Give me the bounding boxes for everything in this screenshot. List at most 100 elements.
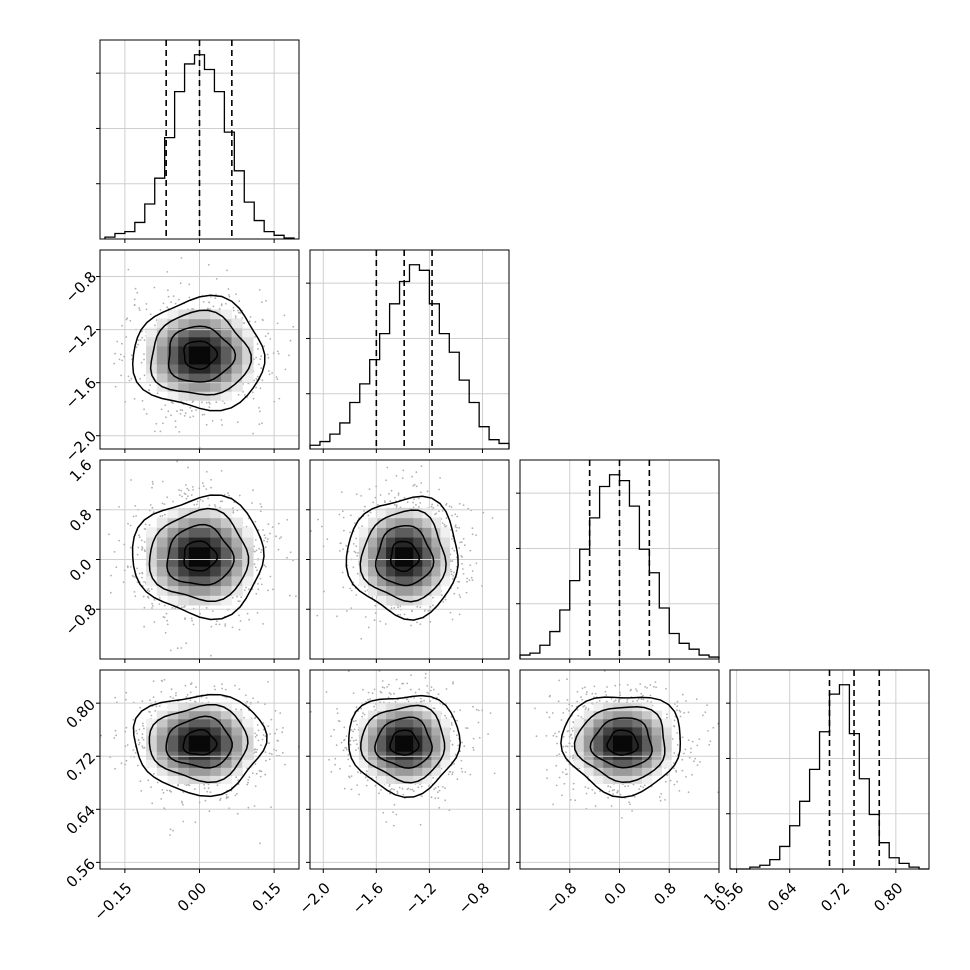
density-bin [146,336,158,347]
scatter-point [130,566,132,568]
scatter-point [123,543,126,546]
scatter-point [354,719,357,722]
scatter-point [248,320,251,323]
scatter-point [388,683,390,686]
density-bin [422,595,432,606]
scatter-point [444,787,446,789]
scatter-point [419,606,422,609]
scatter-point [155,422,158,425]
scatter-point [444,525,446,528]
scatter-point [148,590,151,592]
density-bin [178,507,190,519]
scatter-point [362,688,364,691]
scatter-point [256,343,259,345]
scatter-point [286,518,289,521]
scatter-point [364,505,366,508]
density-bin [413,537,423,548]
scatter-point [113,551,116,553]
scatter-point [343,726,346,729]
density-bin [167,775,179,784]
scatter-point [204,799,207,802]
scatter-point [225,793,228,796]
scatter-point [219,797,222,800]
density-bin [188,382,201,392]
density-bin [231,556,243,567]
scatter-point [140,361,143,364]
scatter-point [188,296,191,299]
density-bin [386,595,396,606]
scatter-point [218,623,221,626]
scatter-point [138,728,141,731]
scatter-point [379,494,382,496]
scatter-point [455,529,458,532]
scatter-point [180,489,183,492]
scatter-point [129,320,132,322]
scatter-point [264,335,267,337]
scatter-point [381,680,384,682]
scatter-point [231,626,234,629]
scatter-point [147,587,150,590]
density-bin [210,702,222,712]
scatter-point [254,763,257,765]
scatter-point [133,398,136,400]
scatter-point [154,324,156,327]
scatter-point [277,522,280,525]
scatter-point [165,612,168,615]
density-bin [210,309,222,320]
scatter-point [456,719,458,722]
scatter-point [432,604,434,607]
scatter-point [271,372,273,374]
scatter-point [292,325,295,328]
scatter-point [114,767,116,770]
scatter-point [364,590,367,593]
scatter-point [151,480,154,483]
density-bin [220,556,233,567]
density-bin [156,527,169,538]
scatter-point [175,692,177,694]
scatter-point [189,691,192,694]
scatter-point [135,729,138,732]
scatter-point [274,732,276,735]
scatter-point [395,813,398,816]
scatter-point [188,784,191,787]
scatter-point [219,500,222,503]
density-bin [377,527,387,538]
density-bin [358,566,369,577]
scatter-point [432,688,435,691]
density-bin [156,726,169,736]
scatter-point [419,823,422,826]
scatter-point [225,797,228,800]
scatter-point [269,338,272,340]
density-bin [386,537,396,548]
scatter-point [275,376,278,378]
scatter-point [268,752,271,755]
density-bin [242,354,254,365]
scatter-point [399,506,402,509]
scatter-point [427,692,430,695]
scatter-point [148,389,151,392]
scatter-point [246,783,249,786]
scatter-point [276,378,279,381]
scatter-point [451,773,454,775]
scatter-point [363,585,366,588]
density-bin [146,345,158,356]
scatter-point [183,492,186,495]
scatter-point [449,770,452,773]
scatter-point [144,523,147,526]
scatter-point [380,789,382,791]
scatter-point [166,496,169,499]
scatter-point [268,758,271,761]
scatter-point [464,771,467,773]
scatter-point [188,283,191,286]
scatter-point [460,767,463,770]
scatter-point [336,615,338,618]
scatter-point [373,619,376,622]
scatter-point [481,585,483,587]
scatter-point [456,515,459,518]
scatter-point [342,516,345,519]
scatter-point [271,526,274,528]
scatter-point [137,343,140,346]
scatter-point [132,575,135,578]
density-bin [156,336,169,347]
density-bin [431,517,442,528]
